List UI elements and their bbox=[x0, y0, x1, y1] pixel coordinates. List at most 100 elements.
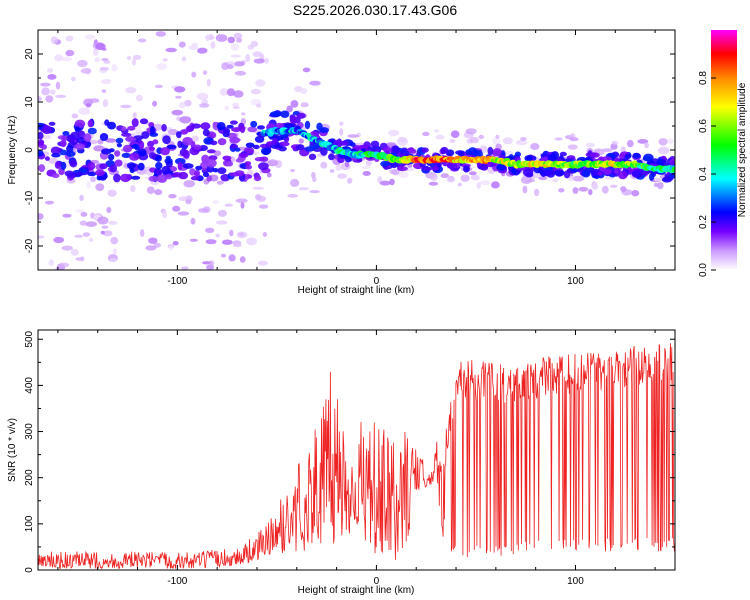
spectrogram-noise-blob bbox=[227, 64, 234, 70]
spectrogram-noise-blob bbox=[361, 166, 371, 169]
spectrogram-blob bbox=[59, 149, 68, 156]
spectrogram-noise-blob bbox=[152, 100, 158, 107]
spectrogram-blob bbox=[496, 164, 507, 171]
spectrogram-blob bbox=[554, 169, 565, 177]
spectrogram-blob bbox=[50, 146, 61, 155]
spectrogram-blob bbox=[267, 141, 273, 146]
spectrogram-noise-blob bbox=[491, 181, 500, 189]
spectrogram-noise-blob bbox=[65, 35, 74, 42]
spectrogram-blob bbox=[54, 161, 62, 169]
spectrogram-blob bbox=[563, 170, 571, 179]
spectrogram-noise-blob bbox=[54, 54, 64, 62]
spectrogram-noise-blob bbox=[262, 232, 268, 237]
spectrogram-blob bbox=[83, 133, 92, 143]
spectrogram-noise-blob bbox=[227, 36, 236, 44]
spectrogram-noise-blob bbox=[469, 136, 479, 144]
spectrogram-noise-blob bbox=[62, 213, 72, 218]
spectrogram-noise-blob bbox=[430, 173, 438, 181]
spectrogram-noise-blob bbox=[77, 59, 88, 68]
spectrogram-noise-blob bbox=[145, 245, 157, 251]
spectrogram-blob bbox=[177, 161, 183, 171]
spectrogram-blob bbox=[122, 144, 133, 153]
spectrogram-blob bbox=[258, 162, 269, 171]
spectrogram-blob bbox=[115, 137, 124, 144]
spectrogram-noise-blob bbox=[71, 113, 79, 119]
spectrogram-blob bbox=[193, 144, 202, 151]
spectrogram-noise-blob bbox=[572, 175, 585, 182]
spectrogram-noise-blob bbox=[175, 95, 182, 99]
spectrogram-noise-blob bbox=[75, 209, 85, 213]
spectrogram-blob bbox=[74, 126, 81, 133]
spectrogram-blob bbox=[670, 160, 675, 167]
spectrogram-blob bbox=[589, 152, 600, 158]
spectrogram-noise-blob bbox=[300, 102, 309, 108]
spectrogram-blob bbox=[41, 144, 47, 150]
spectrogram-noise-blob bbox=[111, 63, 118, 72]
spectrogram-blob bbox=[202, 172, 210, 178]
spectrogram-noise-blob bbox=[236, 37, 242, 43]
spectrogram-noise-blob bbox=[234, 61, 245, 67]
spectrogram-blob bbox=[624, 153, 632, 158]
spectrogram-noise-blob bbox=[179, 116, 192, 124]
spectrogram-noise-blob bbox=[266, 172, 272, 178]
spectrogram-noise-blob bbox=[533, 188, 540, 197]
spectrogram-ytick-label: -10 bbox=[24, 190, 35, 205]
spectrogram-noise-blob bbox=[620, 186, 627, 192]
spectrogram-noise-blob bbox=[162, 210, 168, 219]
spectrogram-blob bbox=[41, 125, 53, 135]
spectrogram-blob bbox=[603, 168, 612, 175]
spectrogram-noise-blob bbox=[191, 135, 199, 142]
spectrogram-noise-blob bbox=[217, 209, 228, 217]
spectrogram-noise-blob bbox=[80, 212, 88, 217]
spectrogram-blob bbox=[514, 151, 522, 158]
spectrogram-blob bbox=[463, 165, 470, 173]
spectrogram-blob bbox=[161, 165, 171, 175]
spectrogram-blob bbox=[632, 152, 641, 159]
colorbar-tick-label: 0.8 bbox=[698, 71, 709, 85]
spectrogram-noise-blob bbox=[601, 148, 613, 153]
spectrogram-noise-blob bbox=[205, 239, 217, 245]
spectrogram-blob bbox=[200, 122, 211, 130]
spectrogram-blob bbox=[120, 173, 131, 183]
spectrogram-noise-blob bbox=[179, 102, 186, 109]
colorbar-ticks: 0.0 0.2 0.4 0.6 0.8 bbox=[698, 71, 716, 277]
colorbar-tick-label: 0.0 bbox=[698, 263, 709, 277]
spectrogram-noise-blob bbox=[667, 138, 674, 144]
spectrogram-blob bbox=[432, 166, 439, 171]
spectrogram-blob bbox=[289, 116, 297, 124]
spectrogram-noise-blob bbox=[95, 183, 105, 192]
spectrogram-blob bbox=[74, 119, 86, 128]
spectrogram-noise-blob bbox=[362, 171, 371, 176]
spectrogram-noise-blob bbox=[199, 103, 210, 108]
spectrogram-blob bbox=[260, 147, 271, 156]
spectrogram-blob bbox=[156, 174, 168, 183]
spectrogram-noise-blob bbox=[221, 62, 230, 70]
spectrogram-noise-blob bbox=[102, 230, 113, 237]
spectrogram-noise-blob bbox=[365, 160, 372, 166]
spectrogram-blob bbox=[410, 148, 417, 154]
spectrogram-noise-blob bbox=[185, 199, 192, 205]
spectrogram-noise-blob bbox=[109, 257, 118, 263]
spectrogram-noise-blob bbox=[65, 49, 75, 57]
spectrogram-ytick-label: 10 bbox=[24, 96, 35, 108]
spectrogram-noise-blob bbox=[85, 221, 98, 228]
spectrogram-noise-blob bbox=[48, 259, 55, 267]
spectrogram-blob bbox=[70, 131, 80, 140]
spectrogram-noise-blob bbox=[85, 103, 92, 108]
spectrogram-noise-blob bbox=[290, 100, 299, 108]
spectrogram-noise-blob bbox=[286, 105, 293, 113]
spectrogram-noise-blob bbox=[479, 180, 491, 185]
spectrogram-blob bbox=[74, 143, 86, 150]
spectrogram-noise-blob bbox=[61, 245, 73, 251]
spectrogram-blob bbox=[125, 136, 136, 142]
spectrogram-blob bbox=[60, 139, 67, 148]
spectrogram-noise-blob bbox=[569, 137, 579, 142]
spectrogram-noise-blob bbox=[578, 186, 589, 192]
spectrogram-noise-blob bbox=[239, 256, 246, 263]
spectrogram-blob bbox=[649, 173, 655, 181]
spectrogram-blob bbox=[421, 147, 429, 153]
spectrogram-blob bbox=[278, 141, 290, 147]
spectrogram-noise-blob bbox=[591, 182, 599, 191]
spectrogram-blob bbox=[87, 162, 96, 171]
spectrogram-noise-blob bbox=[229, 229, 234, 237]
